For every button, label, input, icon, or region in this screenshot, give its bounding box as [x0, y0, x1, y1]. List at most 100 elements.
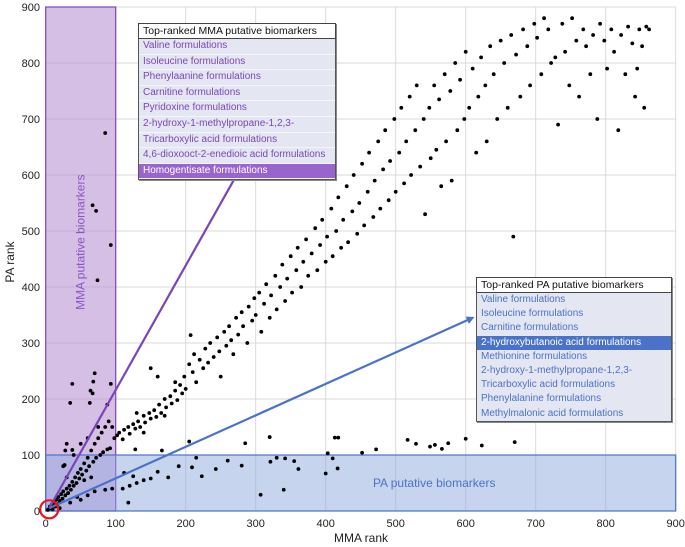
data-point [70, 479, 75, 484]
data-point [143, 420, 148, 425]
data-point [127, 483, 132, 488]
data-point [511, 234, 516, 239]
y-tick-label: 0 [34, 506, 40, 518]
data-point [595, 117, 600, 121]
x-tick-label: 500 [387, 518, 405, 530]
data-point [239, 310, 244, 315]
data-point [162, 397, 167, 401]
data-point [188, 333, 193, 338]
data-point [231, 352, 236, 357]
data-point [88, 388, 93, 393]
data-point [462, 117, 467, 121]
data-point [546, 27, 551, 32]
data-point [532, 21, 537, 26]
data-point [194, 455, 199, 460]
data-point [94, 208, 98, 213]
data-point [148, 366, 153, 371]
mma-arrow [48, 170, 240, 509]
mma-legend-item: Pyridoxine formulations [139, 101, 335, 117]
data-point [509, 33, 514, 37]
data-point [502, 61, 507, 65]
data-point [162, 413, 167, 418]
data-point [227, 324, 232, 329]
data-point [133, 426, 138, 431]
data-point [528, 83, 532, 88]
data-point [87, 401, 92, 405]
x-axis-label: MMA rank [334, 531, 389, 545]
data-point [294, 268, 299, 273]
data-point [374, 447, 378, 452]
data-point [463, 436, 468, 441]
data-point [77, 476, 82, 481]
data-point [514, 52, 518, 57]
data-point [155, 469, 160, 474]
data-point [50, 507, 55, 512]
data-point [442, 72, 447, 77]
data-point [479, 55, 483, 60]
x-tick-label: 700 [527, 518, 545, 530]
mma-biomarkers-legend: Top-ranked MMA putative biomarkers Valin… [138, 23, 336, 181]
data-point [488, 44, 493, 49]
data-point [264, 282, 269, 287]
data-point [577, 94, 581, 99]
data-point [96, 436, 101, 441]
data-point [383, 128, 388, 133]
data-point [160, 448, 164, 453]
arrows [39, 170, 475, 520]
data-point [455, 128, 460, 133]
data-point [392, 117, 397, 121]
y-tick-label: 600 [22, 170, 40, 182]
mma-legend-item: Phenylaanine formulations [139, 70, 335, 86]
data-point [59, 492, 63, 497]
data-point [157, 402, 162, 407]
data-point [281, 487, 286, 492]
data-point [633, 94, 637, 99]
data-point [63, 493, 68, 498]
data-point [62, 463, 67, 467]
data-point [273, 273, 278, 278]
data-point [437, 97, 441, 102]
data-point [110, 425, 115, 429]
data-point [269, 293, 273, 298]
data-point [647, 27, 651, 32]
data-point [262, 301, 266, 306]
data-point [346, 240, 350, 245]
data-point [470, 66, 475, 71]
data-point [439, 184, 444, 189]
y-tick-label: 700 [22, 114, 40, 126]
data-points [45, 16, 651, 512]
data-point [183, 387, 188, 391]
data-point [323, 259, 328, 264]
data-point [133, 447, 138, 452]
data-point [173, 380, 178, 385]
data-point [405, 437, 410, 442]
pa-legend-item: Carnitine formulations [481, 322, 579, 334]
mma-legend-item: 2-hydroxy-1-methylpropane-1,2,3- [139, 117, 335, 133]
data-point [372, 178, 377, 183]
pa-legend-item: Valine formulations [481, 294, 566, 305]
data-point [355, 231, 360, 236]
data-point [484, 139, 489, 144]
data-point [378, 206, 383, 211]
data-point [211, 355, 216, 359]
data-point [367, 150, 371, 155]
pa-legend-item: Methionine formulations [481, 350, 588, 362]
data-point [535, 35, 539, 40]
pa-legend-item: Methylmalonic acid formulations [481, 407, 624, 419]
data-point [280, 262, 285, 267]
y-tick-label: 300 [22, 338, 40, 350]
data-point [292, 459, 297, 464]
data-point [479, 443, 484, 448]
data-point [414, 83, 419, 88]
data-point [644, 24, 649, 29]
data-point [350, 209, 355, 214]
data-point [388, 159, 392, 163]
data-point [201, 366, 206, 371]
pa-legend-item: 2-hydroxy-1-methylpropane-1,2,3- [481, 365, 633, 377]
data-point [178, 383, 183, 387]
data-point [386, 198, 391, 203]
data-point [304, 237, 308, 242]
data-point [399, 105, 404, 110]
data-point [99, 430, 104, 435]
data-point [409, 173, 413, 177]
